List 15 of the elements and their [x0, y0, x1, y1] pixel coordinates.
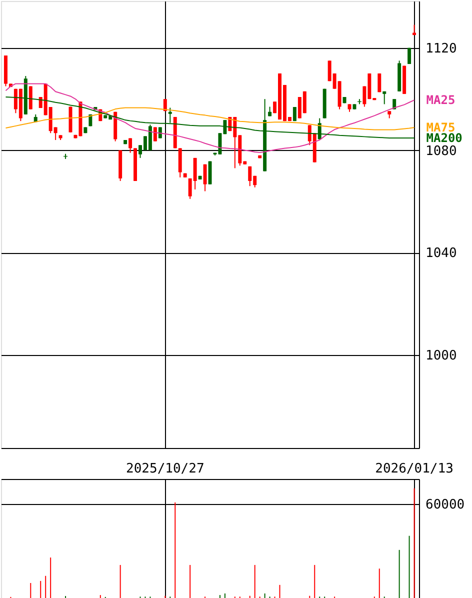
- candlestick: [203, 164, 207, 192]
- candlestick: [382, 90, 386, 105]
- candlestick: [408, 47, 412, 64]
- candlestick: [168, 107, 172, 124]
- series-label: MA25: [426, 93, 456, 108]
- x-tick-label: 2026/01/13: [375, 462, 454, 476]
- line-series: [5, 83, 415, 154]
- y-tick-label: 60000: [426, 498, 465, 513]
- y-tick-label: 1120: [426, 41, 457, 56]
- y-tick-label: 1080: [426, 144, 457, 159]
- x-tick-label: 2025/10/27: [126, 462, 204, 476]
- candlestick: [153, 126, 157, 142]
- candlestick: [128, 138, 132, 154]
- y-tick-label: 1000: [426, 348, 457, 364]
- y-tick-label: 1040: [426, 246, 457, 262]
